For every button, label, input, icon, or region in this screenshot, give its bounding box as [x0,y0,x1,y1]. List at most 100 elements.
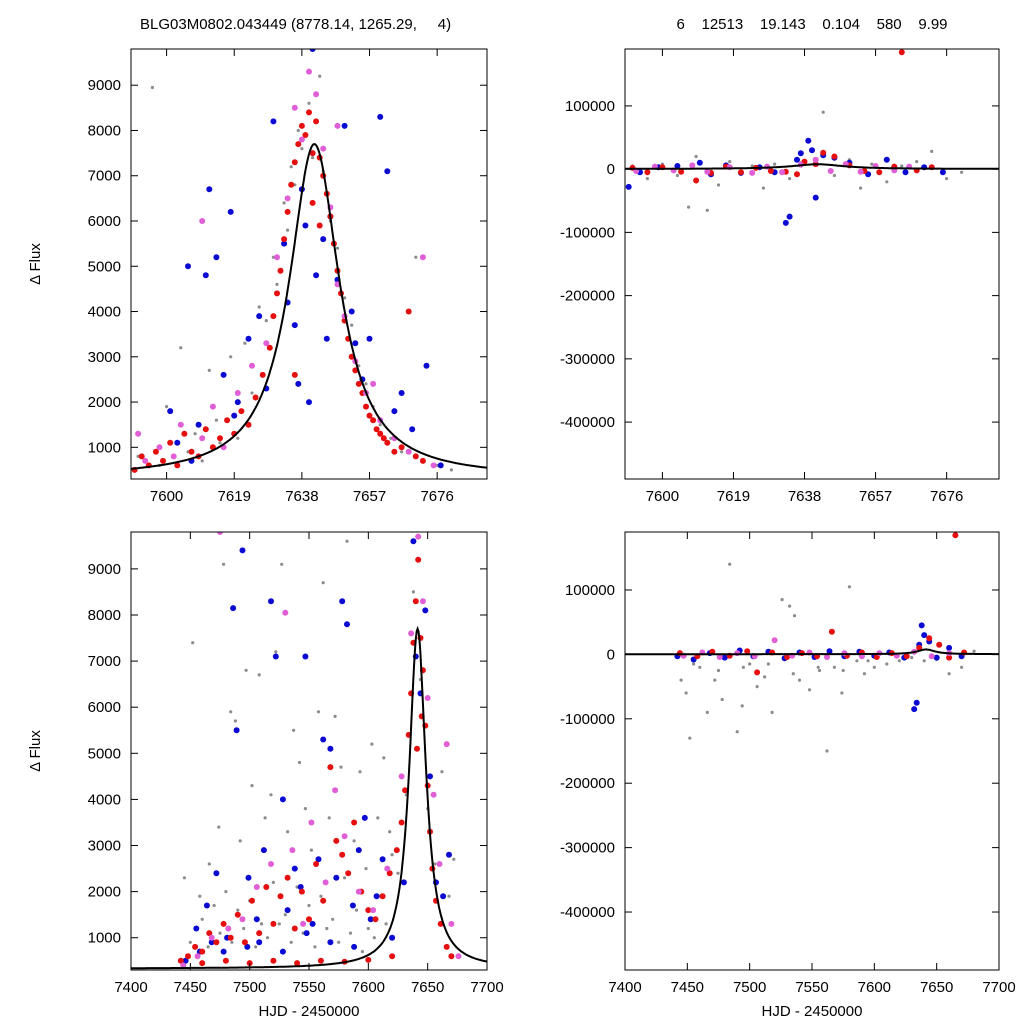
model-curve [625,648,999,656]
data-point [788,604,792,608]
data-point [217,435,223,442]
data-point [264,319,268,323]
x-tick-label: 7500 [733,979,766,996]
data-point [870,162,874,166]
data-point [744,648,751,655]
data-point [688,736,692,740]
data-point [321,581,325,585]
data-point [199,218,206,224]
data-point [705,208,709,212]
data-point [206,930,213,937]
data-point [952,532,959,539]
y-tick-label: 100000 [565,582,615,599]
data-point [797,150,804,157]
data-point [910,656,914,660]
data-point [297,884,304,890]
data-point [263,340,270,347]
data-point [259,922,264,926]
data-point [282,609,289,616]
data-point [363,403,369,410]
data-point [414,255,418,259]
data-point [300,920,307,927]
data-point [786,213,793,220]
data-point [218,441,222,445]
data-point [382,756,386,760]
data-point [203,902,210,909]
data-point [325,926,329,931]
data-point [313,272,320,279]
data-point [193,925,200,932]
data-point [828,628,835,635]
data-point [230,605,237,612]
x-tick-label: 7619 [717,488,750,505]
data-point [281,236,288,243]
data-point [222,957,229,964]
data-point [244,943,251,950]
data-point [693,177,700,184]
data-point [674,163,681,169]
data-point [419,254,426,261]
data-point [295,380,302,387]
data-point [316,710,321,714]
data-point [289,847,296,854]
right-title: 6 12513 19.143 0.104 580 9.99 [676,16,947,33]
data-point [352,839,356,843]
data-point [378,423,382,427]
data-point [302,222,309,229]
data-point [364,867,368,871]
data-point [859,186,863,190]
data-point [370,380,377,387]
y-tick-label: -300000 [560,840,615,857]
data-point [200,459,204,463]
data-point [902,169,909,176]
data-point [250,391,254,395]
panel-top-left: 7600 7619 7638 7657 7676 1000 2000 3000 4000 5000… [27,48,488,505]
data-point [180,962,187,969]
plot-area [625,49,999,226]
data-point [253,884,260,890]
y-tick-label: 9000 [88,561,121,578]
data-point [300,147,304,151]
data-point [208,939,215,946]
plot-area [131,49,487,473]
x-tick-label: 7400 [608,979,641,996]
data-point [249,362,255,369]
data-point [749,169,756,176]
data-point [750,164,754,168]
data-point [317,957,324,964]
data-point [391,408,398,415]
series-gray [679,562,976,753]
data-point [332,787,339,794]
data-point [306,68,312,75]
data-point [260,847,267,854]
data-point [784,654,791,660]
data-point [365,907,372,914]
data-point [684,691,688,695]
x-tick-label: 7657 [859,488,892,505]
data-point [794,156,800,163]
data-point [212,903,216,908]
data-point [396,871,400,875]
data-point [812,156,819,163]
data-point [242,926,246,931]
data-point [825,749,829,753]
data-point [390,853,394,857]
data-point [291,371,298,378]
data-point [422,607,429,614]
data-point [270,920,277,927]
series-red [131,109,426,473]
x-tick-label: 7450 [174,979,207,996]
data-point [327,745,334,752]
x-tick-label: 7600 [150,488,183,505]
data-point [773,162,777,166]
x-tick-label: 7600 [646,488,679,505]
data-point [313,118,320,125]
data-point [138,453,145,460]
x-tick-label: 7676 [930,488,963,505]
data-point [266,344,273,351]
data-point [306,109,312,116]
data-point [351,819,358,826]
data-point [142,457,149,464]
data-point [372,936,376,940]
data-point [689,162,696,169]
